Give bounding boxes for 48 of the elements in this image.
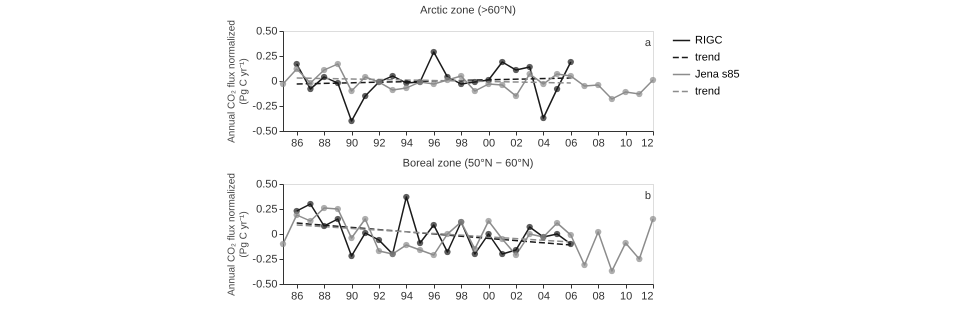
y-tick-label: -0.50: [252, 126, 278, 138]
x-tick-label: 92: [373, 138, 386, 150]
x-tick-label: 96: [428, 290, 440, 302]
annotation: a: [644, 37, 652, 49]
x-tick-label: 94: [400, 138, 413, 150]
x-tick-label: 94: [400, 290, 413, 302]
x-tick-label: 08: [592, 138, 605, 150]
legend-label: trend: [695, 52, 720, 64]
x-tick-label: 12: [641, 138, 654, 150]
x-tick-label: 00: [482, 138, 496, 150]
y-tick-label: -0.25: [252, 254, 278, 266]
y-tick-label: 0: [271, 228, 278, 240]
y-tick-label: 0: [271, 76, 278, 88]
y-tick-label: 0.25: [256, 204, 278, 216]
x-tick-label: 06: [565, 138, 578, 150]
x-tick-label: 90: [346, 290, 358, 302]
x-tick-label: 98: [456, 138, 468, 150]
legend-label: Jena s85: [695, 68, 740, 80]
x-tick-label: 02: [510, 138, 523, 150]
y-tick-label: 0.25: [256, 50, 278, 62]
annotation: b: [644, 190, 651, 202]
x-tick-label: 98: [456, 290, 468, 302]
x-tick-label: 06: [565, 290, 578, 302]
chart-title: Arctic zone (>60°N): [420, 4, 516, 17]
y-tick-label: -0.50: [252, 278, 278, 290]
x-tick-label: 02: [510, 290, 523, 302]
x-tick-label: 88: [318, 138, 331, 150]
y-tick-label: -0.25: [252, 100, 278, 112]
x-tick-label: 00: [482, 290, 496, 302]
legend-label: RIGC: [695, 34, 723, 46]
x-tick-label: 04: [538, 138, 550, 150]
x-tick-label: 04: [538, 290, 550, 302]
chart-title: Boreal zone (50°N − 60°N): [402, 158, 534, 170]
x-tick-label: 86: [291, 138, 304, 150]
x-tick-label: 96: [428, 138, 440, 150]
x-tick-label: 92: [373, 290, 386, 302]
x-tick-label: 08: [592, 290, 605, 302]
x-tick-label: 90: [346, 138, 358, 150]
x-tick-label: 12: [641, 290, 654, 302]
y-tick-label: 0.50: [256, 178, 278, 190]
x-tick-label: 10: [620, 138, 632, 150]
y-axis-title: Annual CO₂ flux normalized (Pg C yr⁻¹): [226, 173, 250, 296]
legend-label: trend: [695, 86, 720, 98]
y-axis-title: Annual CO₂ flux normalized (Pg C yr⁻¹): [226, 20, 250, 143]
y-tick-label: 0.50: [256, 26, 278, 38]
x-tick-label: 10: [620, 290, 632, 302]
x-tick-label: 86: [291, 290, 304, 302]
x-tick-label: 88: [318, 290, 331, 302]
